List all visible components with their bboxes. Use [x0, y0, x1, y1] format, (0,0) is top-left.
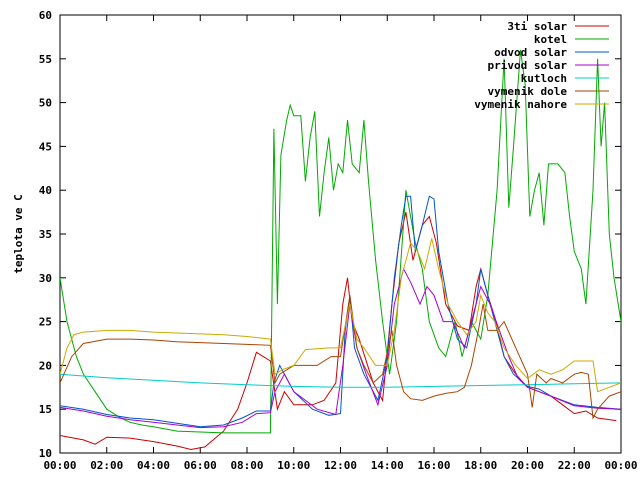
legend-label: kotel	[534, 33, 567, 46]
legend-label: 3ti solar	[507, 20, 567, 33]
x-tick-label: 22:00	[558, 459, 591, 472]
axis-ticks	[59, 14, 622, 454]
x-tick-label: 00:00	[604, 459, 637, 472]
legend-label: vymenik nahore	[474, 98, 567, 111]
x-tick-label: 02:00	[90, 459, 123, 472]
y-tick-label: 60	[39, 9, 52, 22]
legend-label: odvod solar	[494, 46, 567, 59]
series-line-2	[60, 195, 621, 428]
x-tick-label: 04:00	[137, 459, 170, 472]
series-lines	[60, 49, 621, 451]
x-tick-label: 16:00	[417, 459, 450, 472]
y-tick-label: 10	[39, 447, 52, 460]
x-tick-label: 10:00	[277, 459, 310, 472]
legend-label: vymenik dole	[488, 85, 568, 98]
series-line-5	[60, 295, 621, 420]
series-line-6	[60, 238, 621, 393]
y-tick-label: 20	[39, 359, 52, 372]
x-tick-label: 06:00	[184, 459, 217, 472]
y-tick-label: 15	[39, 403, 52, 416]
legend-label: privod solar	[488, 59, 568, 72]
series-line-4	[60, 373, 621, 388]
y-tick-label: 45	[39, 140, 52, 153]
series-line-1	[60, 49, 621, 434]
y-tick-label: 55	[39, 53, 52, 66]
y-tick-label: 35	[39, 228, 52, 241]
x-tick-label: 20:00	[511, 459, 544, 472]
series-line-0	[60, 211, 617, 451]
y-tick-label: 50	[39, 97, 52, 110]
x-tick-label: 08:00	[230, 459, 263, 472]
x-tick-label: 00:00	[43, 459, 76, 472]
x-tick-label: 18:00	[464, 459, 497, 472]
y-axis-label: teplota ve C	[12, 194, 25, 273]
y-tick-label: 30	[39, 272, 52, 285]
legend-label: kutloch	[521, 72, 567, 85]
y-tick-label: 40	[39, 184, 52, 197]
axis-tick-labels: 00:00 02:00 04:00 06:00 08:00 10:00 12:00 14:00…	[39, 9, 638, 472]
y-tick-label: 25	[39, 316, 52, 329]
x-tick-label: 12:00	[324, 459, 357, 472]
x-tick-label: 14:00	[371, 459, 404, 472]
